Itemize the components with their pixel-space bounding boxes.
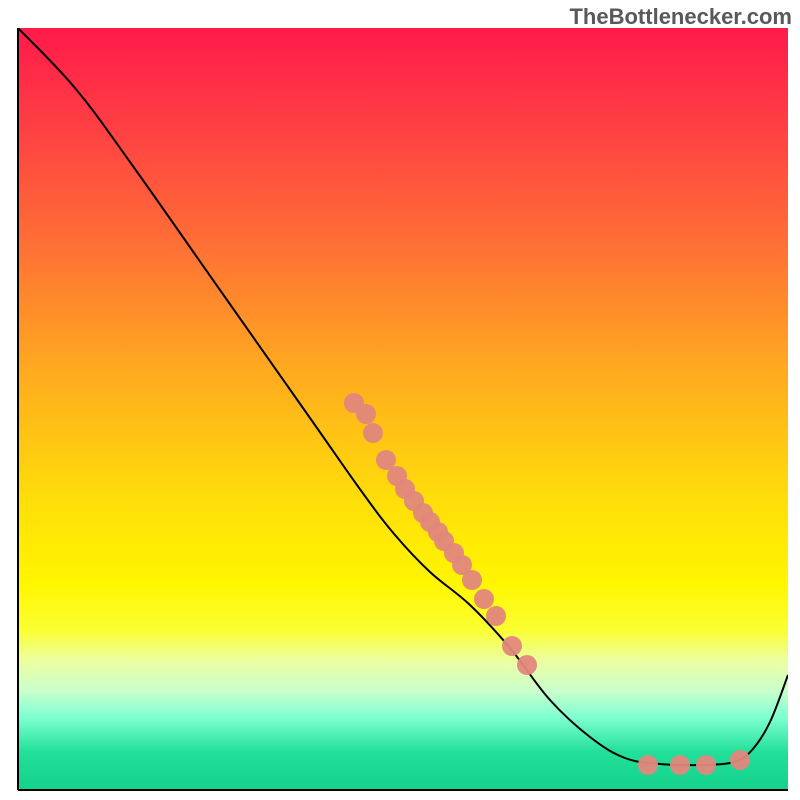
data-marker	[730, 750, 750, 770]
data-marker	[670, 755, 690, 775]
gradient-background	[18, 28, 788, 790]
data-marker	[462, 570, 482, 590]
attribution-label: TheBottlenecker.com	[569, 4, 792, 30]
data-marker	[517, 655, 537, 675]
bottleneck-chart	[0, 0, 800, 800]
data-marker	[356, 404, 376, 424]
chart-container: { "attribution": "TheBottlenecker.com", …	[0, 0, 800, 800]
data-marker	[363, 423, 383, 443]
data-marker	[502, 636, 522, 656]
data-marker	[638, 755, 658, 775]
data-marker	[696, 755, 716, 775]
data-marker	[474, 589, 494, 609]
data-marker	[486, 606, 506, 626]
